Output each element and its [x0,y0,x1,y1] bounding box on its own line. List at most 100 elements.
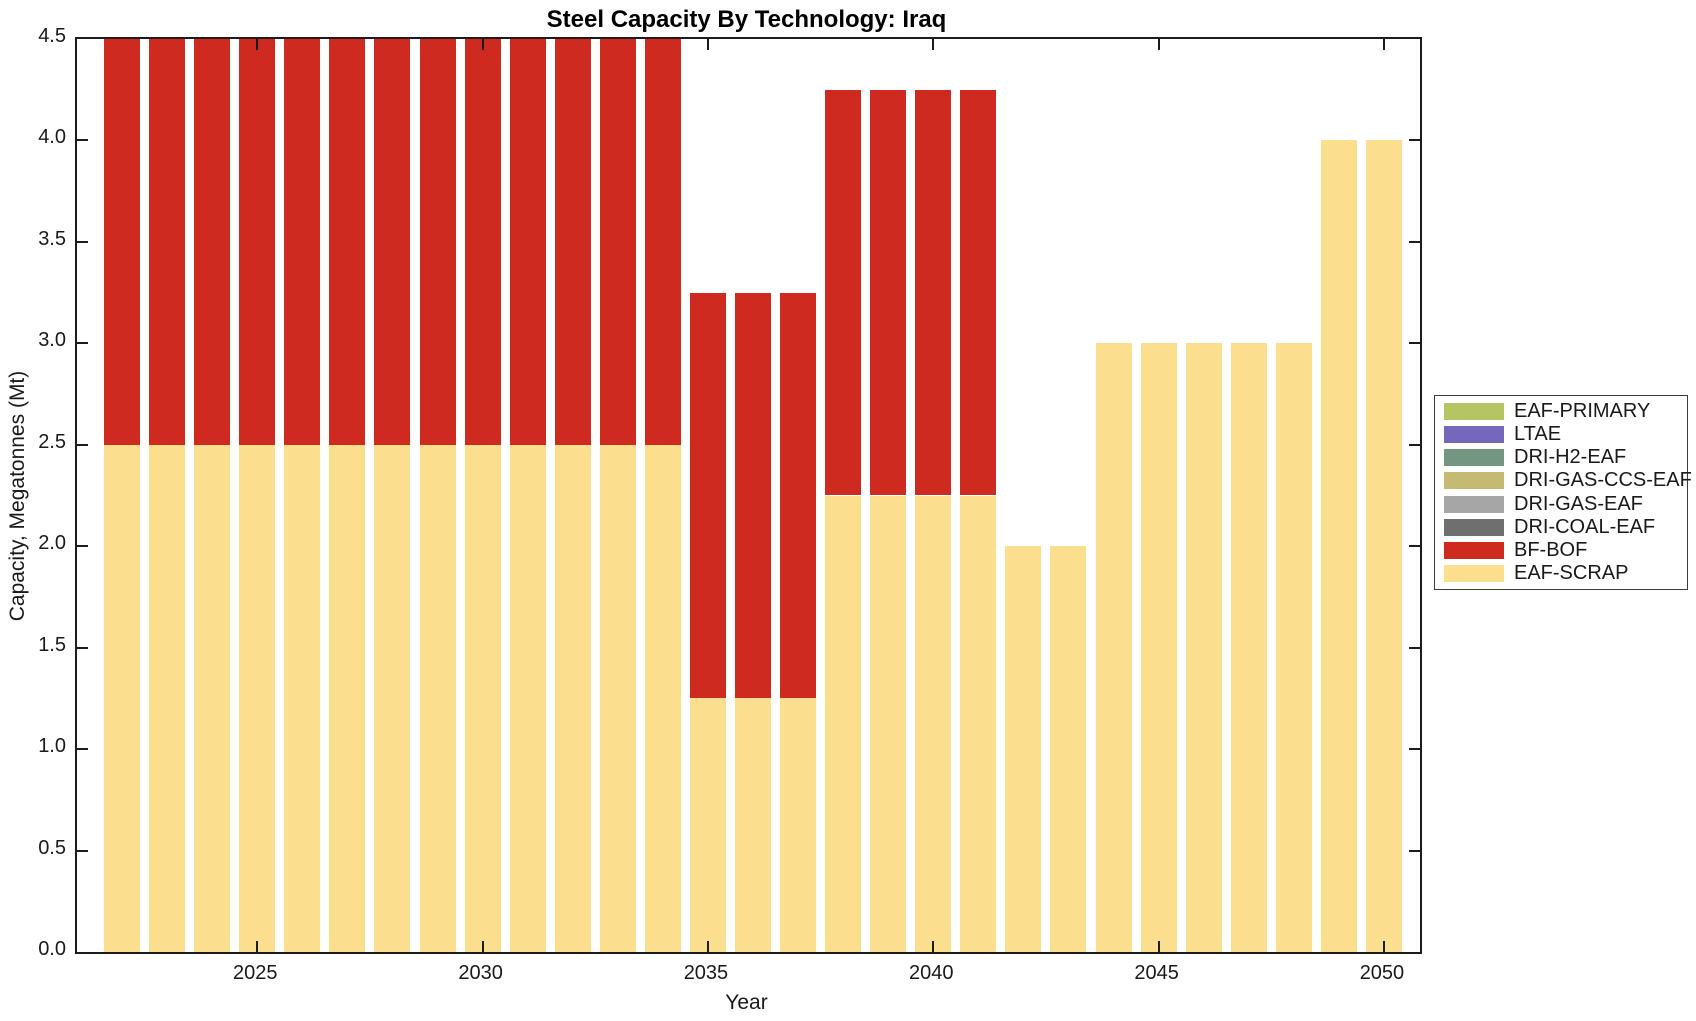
plot-area [75,37,1422,954]
bar-2037-EAF-SCRAP [780,698,817,952]
x-tick-top-2040 [932,39,935,50]
y-tick-left-4.0 [77,139,88,142]
legend: EAF-PRIMARY LTAE DRI-H2-EAF DRI-GAS-CCS-EAF… [1434,395,1692,590]
legend-label-DRI-H2-EAF: DRI-H2-EAF [1514,446,1627,469]
legend-row-LTAE: LTAE [1435,423,1687,446]
y-tick-right-3.5 [1409,240,1420,243]
bar-2035-BF-BOF [689,292,726,699]
x-tick-bottom-2050 [1382,941,1385,952]
bar-2033-EAF-SCRAP [599,444,636,952]
y-tick-left-2.0 [77,545,88,548]
bar-2033-BF-BOF [599,39,636,445]
y-tick-right-1.0 [1409,748,1420,751]
x-tick-label-2035: 2035 [683,962,729,984]
y-tick-right-3.0 [1409,342,1420,345]
bar-2030-EAF-SCRAP [464,444,501,952]
x-tick-bottom-2035 [706,941,709,952]
bar-2039-BF-BOF [870,89,907,496]
legend-row-DRI-GAS-CCS-EAF: DRI-GAS-CCS-EAF [1435,469,1692,492]
bar-2031-BF-BOF [509,39,546,445]
bar-2049-EAF-SCRAP [1320,140,1357,952]
legend-row-EAF-SCRAP: EAF-SCRAP [1435,562,1687,585]
legend-swatch-DRI-COAL-EAF [1444,518,1504,536]
legend-label-EAF-PRIMARY: EAF-PRIMARY [1514,400,1651,423]
bar-2034-BF-BOF [644,39,681,445]
bar-2026-BF-BOF [284,39,321,445]
y-axis-label: Capacity, Megatonnes (Mt) [6,370,29,622]
bar-2022-BF-BOF [104,39,141,445]
bar-2023-BF-BOF [149,39,186,445]
bar-2031-EAF-SCRAP [509,444,546,952]
x-tick-bottom-2025 [256,941,259,952]
x-tick-bottom-2030 [481,941,484,952]
y-tick-label-2.0: 2.0 [38,532,66,555]
bar-2023-EAF-SCRAP [149,444,186,952]
y-tick-right-0.5 [1409,849,1420,852]
y-tick-right-4.0 [1409,139,1420,142]
bar-2042-EAF-SCRAP [1005,546,1042,952]
bar-2032-EAF-SCRAP [554,444,591,952]
y-tick-label-4.0: 4.0 [38,126,66,149]
legend-label-DRI-GAS-CCS-EAF: DRI-GAS-CCS-EAF [1514,469,1692,492]
bar-2035-EAF-SCRAP [689,698,726,952]
bar-2022-EAF-SCRAP [104,444,141,952]
chart-title: Steel Capacity By Technology: Iraq [546,6,947,33]
bar-2028-BF-BOF [374,39,411,445]
bar-2036-BF-BOF [734,292,772,699]
bar-2039-EAF-SCRAP [870,495,907,952]
bar-2034-EAF-SCRAP [644,444,681,952]
x-tick-label-2045: 2045 [1134,962,1179,984]
y-tick-label-1.0: 1.0 [38,735,66,758]
legend-row-DRI-H2-EAF: DRI-H2-EAF [1435,446,1687,469]
bar-2048-EAF-SCRAP [1275,343,1312,952]
y-tick-left-0.5 [77,849,88,852]
bar-2036-EAF-SCRAP [734,698,772,952]
bar-2029-EAF-SCRAP [419,444,456,952]
legend-swatch-DRI-GAS-EAF [1444,495,1504,513]
bar-2044-EAF-SCRAP [1095,343,1132,952]
legend-label-DRI-GAS-EAF: DRI-GAS-EAF [1514,492,1643,515]
bar-2029-BF-BOF [419,39,456,445]
x-tick-top-2045 [1157,39,1160,50]
bar-2046-EAF-SCRAP [1185,343,1222,952]
x-tick-label-2040: 2040 [909,962,954,984]
x-tick-label-2050: 2050 [1359,962,1405,984]
legend-swatch-EAF-PRIMARY [1444,403,1504,421]
y-tick-label-3.0: 3.0 [38,329,66,352]
y-tick-label-2.5: 2.5 [38,430,66,453]
legend-swatch-DRI-H2-EAF [1444,449,1504,467]
x-tick-label-2025: 2025 [233,962,278,984]
y-tick-left-3.0 [77,342,88,345]
y-tick-label-0.5: 0.5 [38,836,66,859]
bar-2050-EAF-SCRAP [1365,140,1402,952]
y-tick-right-2.0 [1409,545,1420,548]
x-tick-label-2030: 2030 [458,962,503,984]
y-tick-right-2.5 [1409,443,1420,446]
bar-2024-EAF-SCRAP [194,444,231,952]
legend-row-BF-BOF: BF-BOF [1435,539,1687,562]
y-tick-left-1.5 [77,646,88,649]
bar-2027-EAF-SCRAP [329,444,366,952]
y-tick-label-1.5: 1.5 [38,633,66,656]
bar-2038-EAF-SCRAP [825,495,862,952]
y-tick-label-3.5: 3.5 [38,227,66,250]
legend-label-EAF-SCRAP: EAF-SCRAP [1514,561,1629,584]
bar-2040-EAF-SCRAP [915,495,952,952]
bar-2043-EAF-SCRAP [1050,546,1087,952]
bar-2025-EAF-SCRAP [239,444,276,952]
y-tick-label-4.5: 4.5 [38,25,66,47]
bar-2041-BF-BOF [960,89,997,496]
y-tick-left-2.5 [77,443,88,446]
bar-2037-BF-BOF [780,292,817,699]
x-tick-top-2050 [1382,39,1385,50]
bar-2030-BF-BOF [464,39,501,445]
x-tick-bottom-2045 [1157,941,1160,952]
legend-label-DRI-COAL-EAF: DRI-COAL-EAF [1514,515,1656,538]
legend-swatch-EAF-SCRAP [1444,564,1504,582]
y-tick-left-1.0 [77,748,88,751]
bar-2026-EAF-SCRAP [284,444,321,952]
y-tick-left-3.5 [77,240,88,243]
legend-row-EAF-PRIMARY: EAF-PRIMARY [1435,400,1687,423]
legend-row-DRI-GAS-EAF: DRI-GAS-EAF [1435,493,1687,516]
